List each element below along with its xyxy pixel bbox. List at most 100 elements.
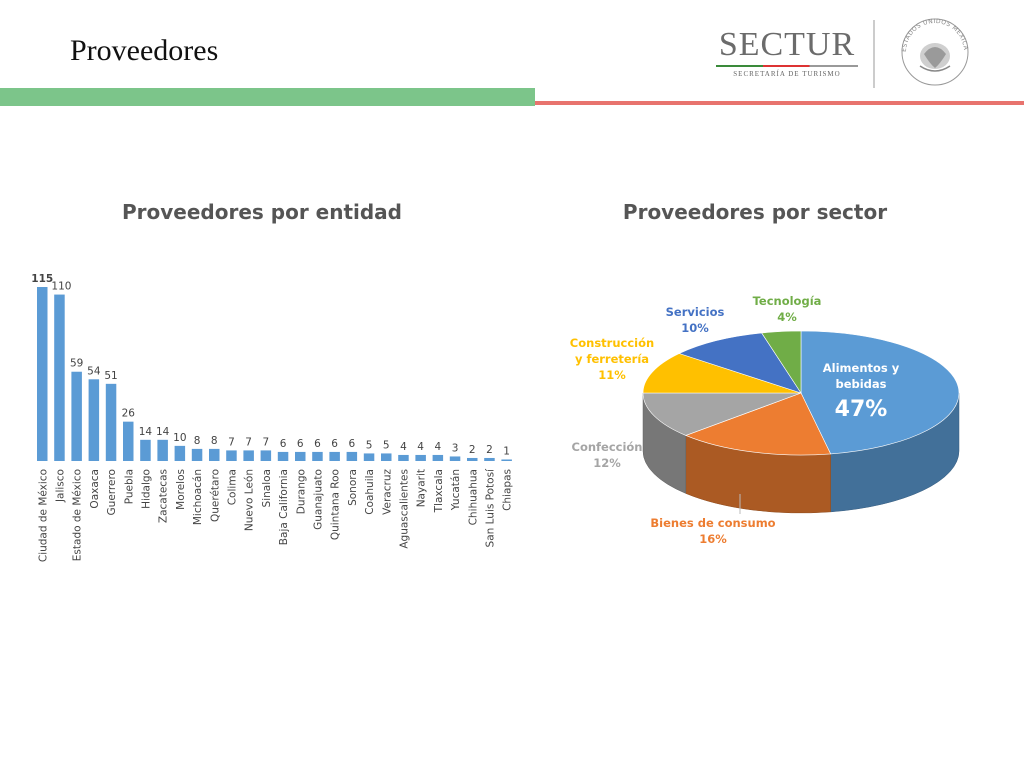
bar-9	[174, 445, 186, 461]
bar-category-label: San Luis Potosí	[484, 468, 496, 548]
bar-category-label: Ciudad de México	[37, 469, 49, 562]
bar-category-label: Guerrero	[106, 469, 118, 515]
pie-label-percent: 4%	[777, 310, 797, 324]
bar-category-label: Baja California	[278, 469, 290, 545]
bar-category-label: Quintana Roo	[330, 469, 342, 540]
bar-category-label: Sinaloa	[261, 469, 273, 507]
bar-category-label: Guanajuato	[312, 469, 324, 530]
bar-22	[398, 454, 409, 461]
bar-value-label: 7	[228, 436, 235, 448]
logo-divider	[873, 20, 875, 88]
pie-slice-servicios	[678, 332, 802, 394]
bar-17	[312, 451, 323, 461]
bar-value-label: 6	[280, 438, 287, 450]
sectur-logo: SECTUR SECRETARÍA DE TURISMO	[712, 26, 862, 86]
sectur-logo-stripe	[716, 65, 858, 67]
bar-category-label: Puebla	[123, 469, 135, 504]
bar-19	[346, 451, 358, 461]
pie-label-percent: 12%	[593, 456, 621, 470]
bar-category-label: Coahuila	[364, 469, 376, 515]
bar-21	[381, 453, 392, 461]
bar-value-label: 26	[122, 408, 136, 420]
chart-title-sector: Proveedores por sector	[622, 200, 888, 224]
bar-value-label: 10	[173, 432, 186, 444]
bar-category-label: Aguascalientes	[398, 469, 410, 549]
bar-category-label: Nayarit	[416, 469, 428, 507]
bar-category-label: Querétaro	[209, 469, 221, 522]
bar-category-label: Hidalgo	[140, 469, 152, 509]
bar-10	[191, 448, 203, 461]
bar-7	[140, 439, 151, 461]
bar-category-label: Sonora	[347, 469, 359, 506]
bar-category-label: Morelos	[175, 469, 187, 510]
pie-label-name: Alimentos y	[823, 361, 900, 375]
bar-value-label: 115	[31, 273, 53, 285]
bar-value-label: 51	[104, 370, 117, 382]
pie-chart-sector: Alimentos y bebidas 47% Bienes de consumo 16…	[570, 294, 960, 546]
pie-slice-tecnolog-a	[761, 330, 802, 395]
bar-category-label: Chiapas	[502, 469, 514, 511]
pie-label-name: y ferretería	[575, 352, 649, 366]
bar-24	[432, 454, 444, 461]
bar-value-label: 14	[156, 426, 170, 438]
pie-label-name: Construcción	[570, 336, 654, 350]
bar-23	[415, 454, 426, 461]
bar-category-label: Nuevo León	[244, 469, 256, 531]
bar-value-label: 2	[469, 444, 476, 456]
bar-27	[484, 457, 495, 461]
bar-category-label: Jalisco	[54, 469, 66, 503]
bar-value-label: 54	[87, 365, 101, 377]
bar-28	[501, 459, 512, 461]
pie-slice-bienes-de-consumo	[685, 392, 832, 456]
bar-value-label: 7	[245, 436, 252, 448]
bar-category-label: Oaxaca	[89, 469, 101, 509]
bar-25	[449, 456, 461, 461]
pie-label-construcci-n-y-ferreter-a: Construcción y ferretería 11%	[570, 336, 654, 382]
bar-3	[71, 371, 82, 461]
bar-8	[157, 439, 168, 461]
bar-1	[37, 287, 48, 461]
sectur-logo-word: SECTUR	[718, 26, 856, 63]
bar-value-label: 8	[194, 435, 201, 447]
pie-label-percent: 10%	[681, 321, 709, 335]
bar-4	[88, 379, 100, 461]
bar-11	[209, 448, 220, 461]
pie-slice-confecci-n	[642, 392, 802, 436]
bar-5	[105, 383, 117, 461]
bar-2	[54, 294, 65, 461]
chart-title-entidad: Proveedores por entidad	[121, 200, 402, 224]
pie-label-name: Tecnología	[753, 294, 822, 308]
pie-label-percent: 47%	[835, 397, 888, 422]
pie-slice-alimentos-y-bebidas	[800, 330, 960, 455]
bar-26	[467, 457, 478, 461]
sectur-logo-subtitle: SECRETARÍA DE TURISMO	[733, 70, 841, 78]
bar-category-label: Chihuahua	[467, 469, 479, 525]
bar-category-label: Veracruz	[381, 469, 393, 515]
bar-15	[277, 451, 289, 461]
bar-value-label: 5	[383, 439, 390, 451]
bar-value-label: 4	[435, 441, 442, 453]
pie-label-bienes-de-consumo: Bienes de consumo 16%	[650, 516, 775, 546]
pie-label-percent: 16%	[699, 532, 727, 546]
bar-category-label: Durango	[295, 469, 307, 514]
pie-label-name: Confección	[572, 440, 643, 454]
bar-value-label: 14	[139, 426, 153, 438]
bar-value-label: 6	[349, 438, 356, 450]
pie-label-name: bebidas	[835, 377, 886, 391]
pie-side-walls	[642, 392, 960, 514]
bar-13	[243, 450, 254, 461]
bar-value-label: 2	[486, 444, 493, 456]
bar-value-label: 7	[263, 436, 270, 448]
mexico-seal-icon: ESTADOS UNIDOS MEXICANOS	[896, 14, 969, 86]
pie-label-percent: 11%	[598, 368, 626, 382]
pie-label-name: Bienes de consumo	[650, 516, 775, 530]
green-header-band	[0, 88, 535, 106]
bar-value-label: 6	[314, 438, 321, 450]
pie-label-alimentos-y-bebidas: Alimentos y bebidas 47%	[823, 361, 900, 422]
bar-12	[226, 450, 237, 461]
pie-slice-construcci-n-y-ferreter-a	[642, 353, 802, 394]
red-header-line	[535, 101, 1024, 105]
bar-value-label: 4	[400, 441, 407, 453]
bar-category-label: Tlaxcala	[433, 469, 445, 513]
bar-value-label: 110	[51, 281, 71, 293]
